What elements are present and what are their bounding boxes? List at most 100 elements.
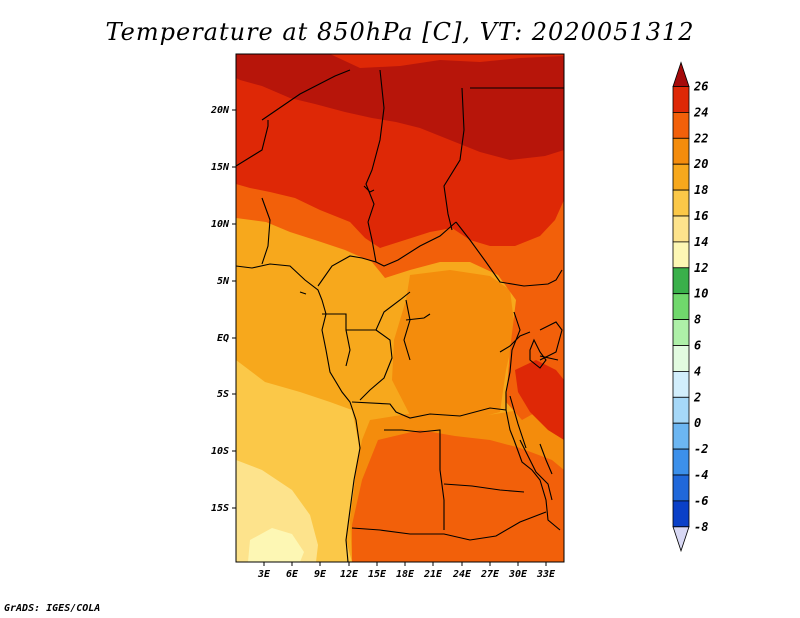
lon-label: 15E [368,569,387,580]
colorbar-swatch [672,293,690,321]
longitude-ticks [263,562,547,566]
colorbar-label: 24 [693,105,708,119]
border-23 [405,313,431,321]
colorbar-swatch [672,370,690,398]
lon-label: 18E [396,569,415,580]
lat-label: 15N [211,162,230,173]
longitude-labels: 3E 6E 9E 12E 15E 18E 21E 24E 27E 30E 33E [257,569,556,580]
colorbar-swatch [672,189,690,217]
lake-malawi [539,443,553,475]
coastline-west [236,263,361,562]
border-7 [367,221,457,267]
lat-label: 5S [217,389,229,400]
lat-label: 20N [210,105,230,116]
lon-label: 33E [536,569,556,580]
colorbar-swatch [672,241,690,269]
colorbar-label: -8 [694,520,708,534]
colorbar-swatch [672,319,690,346]
colorbar-label: -6 [694,494,708,508]
colorbar-swatch [672,267,690,295]
map-frame [235,53,565,563]
colorbar-label: 4 [694,364,701,378]
border-20 [519,439,553,501]
lon-label: 24E [452,569,472,580]
border-12 [359,329,393,401]
field-20-22 [392,270,515,420]
colorbar-swatch [672,500,690,528]
temperature-field [236,54,564,562]
border-13 [351,401,507,419]
colorbar-label: 0 [694,416,701,430]
field-22-24-south [352,430,564,562]
colorbar-label: -4 [694,468,708,482]
lon-label: 12E [340,569,359,580]
lake-victoria [529,338,547,369]
colorbar-swatch [672,112,690,139]
border-6 [261,197,271,265]
lat-label: 15S [211,503,229,514]
river-east [499,331,531,353]
colorbar-swatch [672,215,690,243]
colorbar-label: 2 [693,390,701,404]
colorbar-top-arrow [672,61,690,87]
lat-label: EQ [217,333,229,344]
colorbar-label: 12 [694,261,708,275]
colorbar-label: 26 [693,80,708,94]
colorbar-swatch [672,396,690,424]
colorbar [672,61,690,553]
lat-label: 10S [211,446,229,457]
latitude-labels: 20N 15N 10N 5N EQ 5S 10S 15S [210,105,230,514]
lat-label: 10N [211,219,230,230]
field-12-14 [248,528,304,562]
border-9 [317,255,377,287]
colorbar-swatch [672,137,690,165]
lake-chad [363,185,375,193]
border-8 [455,221,563,287]
country-borders [236,69,564,562]
lon-label: 9E [314,569,327,580]
colorbar-label: 6 [694,339,701,353]
colorbar-label: 14 [694,235,708,249]
lat-label: 5N [217,276,230,287]
border-18 [351,511,547,541]
border-2 [365,69,385,223]
colorbar-swatch [672,448,690,476]
grads-credit: GrADS: IGES/COLA [4,603,101,614]
colorbar-swatch [672,474,690,502]
border-14 [403,299,411,361]
colorbar-label: 18 [694,183,708,197]
border-17 [384,429,445,530]
colorbar-label: -2 [694,442,708,456]
colorbar-bottom-arrow [672,526,690,553]
field-24-26-east [515,360,564,440]
lon-label: 6E [286,569,299,580]
colorbar-label: 8 [694,313,701,327]
field-gt-26 [236,54,564,160]
colorbar-swatch [672,345,690,372]
border-3 [443,87,465,231]
border-1 [261,69,351,121]
colorbar-label: 10 [694,287,708,301]
border-21 [539,321,563,361]
chart-title: Temperature at 850hPa [C], VT: 202005131… [105,18,695,46]
colorbar-label: 16 [694,209,708,223]
colorbar-swatch [672,163,690,191]
border-5 [236,120,269,167]
lake-tanganyika [509,395,527,449]
border-16 [513,439,561,531]
lon-label: 27E [480,569,500,580]
border-11 [345,329,351,367]
border-19 [443,483,525,493]
lon-label: 30E [508,569,528,580]
border-15 [505,311,521,441]
colorbar-label: 22 [693,131,708,145]
colorbar-swatch [672,86,690,113]
lon-label: 21E [423,569,443,580]
latitude-ticks [232,109,236,509]
lon-label: 3E [257,569,271,580]
colorbar-label: 20 [693,157,708,171]
colorbar-swatch [672,422,690,450]
gulf-coast [299,291,307,295]
